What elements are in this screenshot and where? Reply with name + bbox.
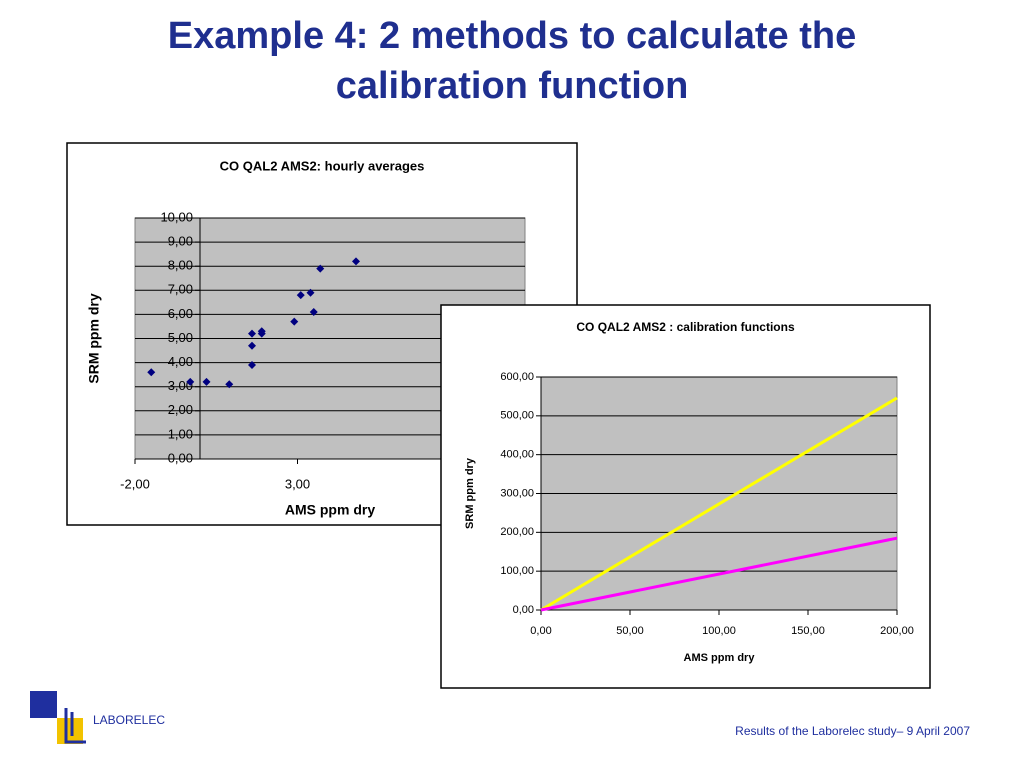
scatter-point xyxy=(257,327,266,336)
charts: CO QAL2 AMS2: hourly averages 0,00 1,00 2,0… xyxy=(66,142,931,689)
x-axis-label: AMS ppm dry xyxy=(684,652,756,664)
scatter-point xyxy=(296,291,305,300)
y-tick-label: 6,00 xyxy=(168,306,193,321)
line-series xyxy=(540,536,898,612)
y-tick-label: 500,00 xyxy=(500,410,534,422)
y-tick-label: 10,00 xyxy=(160,209,193,224)
y-axis-label: SRM ppm dry xyxy=(86,293,102,383)
scatter-point xyxy=(248,329,256,338)
slide-title: Example 4: 2 methods to calculate the xyxy=(168,15,856,57)
y-tick-label: 9,00 xyxy=(168,234,193,249)
scatter-point xyxy=(186,377,195,386)
scatter-point xyxy=(225,380,234,389)
chart: CO QAL2 AMS2 : calibration functions 0,00… xyxy=(440,304,931,689)
logo-text: LABORELEC xyxy=(93,713,165,727)
chart-title: CO QAL2 AMS2: hourly averages xyxy=(220,158,425,173)
scatter-point xyxy=(147,368,156,377)
y-tick-label: 0,00 xyxy=(513,604,534,616)
y-tick-label: 300,00 xyxy=(500,487,534,499)
x-tick-label: 200,00 xyxy=(880,625,914,637)
scatter-point xyxy=(202,377,211,386)
scatter-point xyxy=(248,341,256,350)
slide-title: calibration function xyxy=(336,65,689,107)
scatter-point xyxy=(306,288,315,297)
scatter-point xyxy=(290,317,299,326)
y-tick-label: 5,00 xyxy=(168,330,193,345)
x-tick-label: 50,00 xyxy=(616,625,644,637)
y-tick-label: 7,00 xyxy=(168,282,193,297)
line-series xyxy=(540,396,898,612)
y-tick-label: 200,00 xyxy=(500,526,534,538)
x-tick-label: -2,00 xyxy=(120,476,150,491)
y-tick-label: 0,00 xyxy=(168,450,193,465)
scatter-point xyxy=(309,307,318,316)
chart-title: CO QAL2 AMS2 : calibration functions xyxy=(576,320,795,334)
x-axis-label: AMS ppm dry xyxy=(285,502,375,518)
logo-mark xyxy=(64,708,86,744)
y-tick-label: 600,00 xyxy=(500,371,534,383)
y-tick-label: 8,00 xyxy=(168,258,193,273)
y-tick-label: 4,00 xyxy=(168,354,193,369)
y-axis-label: SRM ppm dry xyxy=(464,457,476,529)
x-tick-label: 0,00 xyxy=(530,625,551,637)
scatter-point xyxy=(248,361,256,370)
y-tick-label: 2,00 xyxy=(168,402,193,417)
y-tick-label: 400,00 xyxy=(500,449,534,461)
logo-square xyxy=(30,691,57,718)
y-tick-label: 100,00 xyxy=(500,565,534,577)
y-tick-label: 1,00 xyxy=(168,426,193,441)
footer: Results of the Laborelec study– 9 April … xyxy=(735,724,970,738)
x-tick-label: 3,00 xyxy=(285,476,310,491)
logo: LABORELEC xyxy=(30,691,165,744)
scatter-point xyxy=(316,264,325,273)
scatter-point xyxy=(352,257,360,266)
x-tick-label: 150,00 xyxy=(791,625,825,637)
logo-square xyxy=(57,718,83,744)
x-tick-label: 100,00 xyxy=(702,625,736,637)
